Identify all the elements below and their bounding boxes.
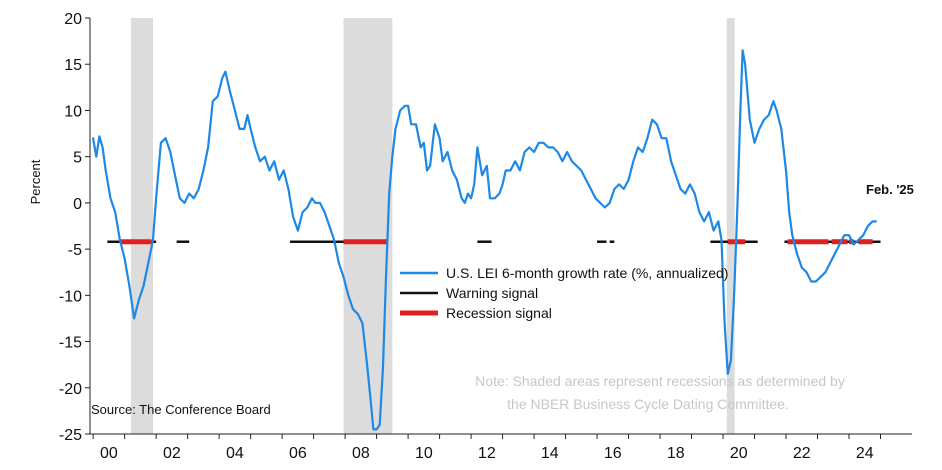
y-tick-label: 20 — [64, 11, 82, 28]
x-tick-label: 10 — [415, 445, 433, 462]
y-tick-label: 15 — [64, 57, 82, 74]
y-tick-label: -5 — [68, 242, 82, 259]
x-tick-label: 20 — [730, 445, 748, 462]
x-tick-label: 12 — [478, 445, 496, 462]
legend-label-lei: U.S. LEI 6-month growth rate (%, annuali… — [446, 265, 728, 281]
x-axis: 00 02 04 06 08 10 12 14 16 18 20 22 24 — [92, 434, 882, 462]
y-tick-label: -25 — [59, 427, 82, 444]
x-tick-label: 22 — [793, 445, 811, 462]
x-tick-label: 24 — [856, 445, 874, 462]
x-tick-label: 02 — [163, 445, 181, 462]
y-tick-label: -20 — [59, 381, 82, 398]
legend: U.S. LEI 6-month growth rate (%, annuali… — [400, 265, 728, 321]
y-axis: 20 15 10 5 0 -5 -10 -15 -20 -25 — [59, 11, 90, 444]
lei-growth-line — [92, 49, 877, 431]
legend-label-warning: Warning signal — [446, 285, 538, 301]
x-tick-label: 04 — [226, 445, 244, 462]
x-tick-label: 06 — [289, 445, 307, 462]
x-tick-label: 18 — [667, 445, 685, 462]
y-tick-label: 10 — [64, 103, 82, 120]
recession-band-1 — [130, 18, 153, 434]
x-tick-label: 14 — [541, 445, 559, 462]
note-line-1: Note: Shaded areas represent recessions … — [475, 373, 845, 389]
x-tick-label: 16 — [604, 445, 622, 462]
note-line-2: the NBER Business Cycle Dating Committee… — [507, 396, 789, 412]
legend-label-recession: Recession signal — [446, 305, 552, 321]
end-date-label: Feb. '25 — [866, 182, 914, 197]
source-label: Source: The Conference Board — [91, 402, 271, 417]
y-tick-label: 0 — [73, 196, 82, 213]
y-axis-title: Percent — [28, 159, 43, 204]
y-tick-label: -15 — [59, 335, 82, 352]
x-tick-label: 00 — [100, 445, 118, 462]
recession-band-3 — [726, 18, 735, 434]
x-tick-label: 08 — [352, 445, 370, 462]
y-tick-label: -10 — [59, 288, 82, 305]
recession-shading-layer — [130, 18, 735, 434]
y-tick-label: 5 — [73, 150, 82, 167]
